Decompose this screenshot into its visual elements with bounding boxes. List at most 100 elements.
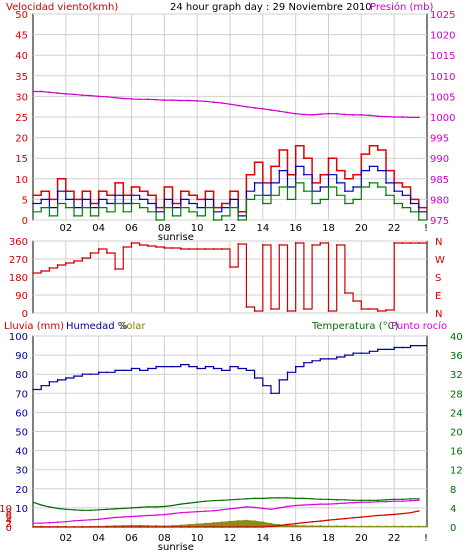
point-dewpoint: [138, 515, 141, 517]
point-direction: [163, 247, 166, 249]
point-avg: [368, 165, 371, 168]
point-solar: [229, 520, 231, 522]
point-solar: [155, 524, 157, 527]
point-temperature: [270, 497, 272, 499]
rain-tick: 2: [6, 519, 12, 530]
point-dewpoint: [335, 502, 338, 505]
point-dewpoint: [352, 501, 354, 504]
point-humidity: [319, 358, 322, 360]
point-gust: [220, 202, 223, 205]
point-temperature: [32, 501, 34, 503]
x-tick-label: 16: [289, 533, 302, 544]
y-left-tick: 50: [15, 10, 28, 21]
point-dewpoint: [204, 510, 207, 513]
point-pressure: [56, 92, 59, 95]
point-humidity: [147, 367, 149, 370]
y-right-tick: 1000: [430, 113, 455, 124]
x-tick-label: 08: [158, 533, 171, 544]
point-rain: [303, 521, 305, 524]
point-temperature: [163, 505, 166, 508]
point-temperature: [360, 499, 363, 502]
point-dewpoint: [220, 509, 223, 511]
point-min: [105, 210, 108, 213]
point-humidity: [401, 346, 404, 349]
point-min: [335, 194, 338, 197]
point-humidity: [352, 352, 354, 354]
x-tick-label: 08: [158, 223, 171, 234]
series-dewpoint: [33, 499, 419, 524]
point-dewpoint: [65, 520, 67, 523]
point-min: [393, 202, 396, 205]
point-min: [130, 202, 133, 205]
point-direction: [155, 246, 158, 248]
point-temperature: [40, 504, 43, 506]
point-pressure: [237, 104, 240, 107]
point-min: [64, 206, 67, 209]
point-solar: [303, 524, 305, 527]
point-direction: [188, 248, 190, 250]
point-dewpoint: [417, 499, 420, 502]
point-pressure: [302, 113, 305, 116]
y-left-tick: 30: [15, 92, 28, 103]
y-right-tick: 980: [430, 195, 449, 206]
point-gust: [163, 186, 166, 188]
point-humidity: [130, 367, 133, 370]
point-rain: [89, 526, 92, 528]
point-humidity: [138, 369, 141, 372]
point-gust: [253, 161, 256, 164]
humidity-tick: 20: [15, 485, 28, 496]
point-gust: [278, 149, 281, 151]
point-solar: [270, 522, 272, 525]
point-min: [40, 206, 43, 209]
point-dewpoint: [344, 502, 346, 504]
x-tick-label: 10: [191, 533, 204, 544]
point-gust: [196, 198, 199, 201]
point-humidity: [48, 381, 51, 383]
point-solar: [188, 523, 190, 526]
point-rain: [81, 526, 84, 528]
point-avg: [327, 173, 330, 176]
point-min: [360, 186, 363, 188]
point-temperature: [245, 498, 248, 500]
point-min: [122, 210, 125, 213]
point-pressure: [130, 97, 133, 100]
point-pressure: [212, 101, 215, 104]
y-right-tick: 1010: [430, 72, 455, 83]
point-rain: [335, 518, 338, 521]
point-rain: [385, 514, 387, 516]
point-humidity: [385, 348, 387, 351]
point-pressure: [81, 94, 84, 97]
point-rain: [401, 512, 404, 515]
point-min: [138, 206, 141, 209]
x-tick-label: 04: [92, 533, 105, 544]
point-humidity: [155, 365, 157, 368]
point-dewpoint: [48, 521, 51, 524]
point-humidity: [40, 384, 43, 387]
point-pressure: [48, 91, 51, 94]
point-gust: [147, 194, 149, 197]
temp-tick: 24: [450, 408, 463, 419]
point-direction: [302, 308, 305, 310]
point-temperature: [81, 509, 84, 512]
point-gust: [32, 194, 34, 197]
point-dewpoint: [212, 509, 215, 512]
point-rain: [73, 526, 75, 528]
point-rain: [294, 522, 297, 525]
point-rain: [368, 515, 371, 518]
point-temperature: [212, 499, 215, 502]
point-solar: [360, 525, 363, 527]
point-direction: [368, 308, 371, 310]
rain-tick: 6: [6, 512, 12, 523]
point-rain: [48, 526, 51, 528]
point-temperature: [171, 504, 174, 507]
point-temperature: [114, 508, 116, 510]
point-temperature: [237, 498, 240, 501]
point-temperature: [130, 507, 133, 509]
point-temperature: [179, 503, 182, 505]
point-rain: [352, 517, 354, 519]
point-dewpoint: [73, 519, 75, 522]
point-temperature: [401, 498, 404, 501]
point-solar: [377, 525, 379, 527]
point-rain: [286, 523, 289, 526]
point-avg: [147, 202, 149, 205]
